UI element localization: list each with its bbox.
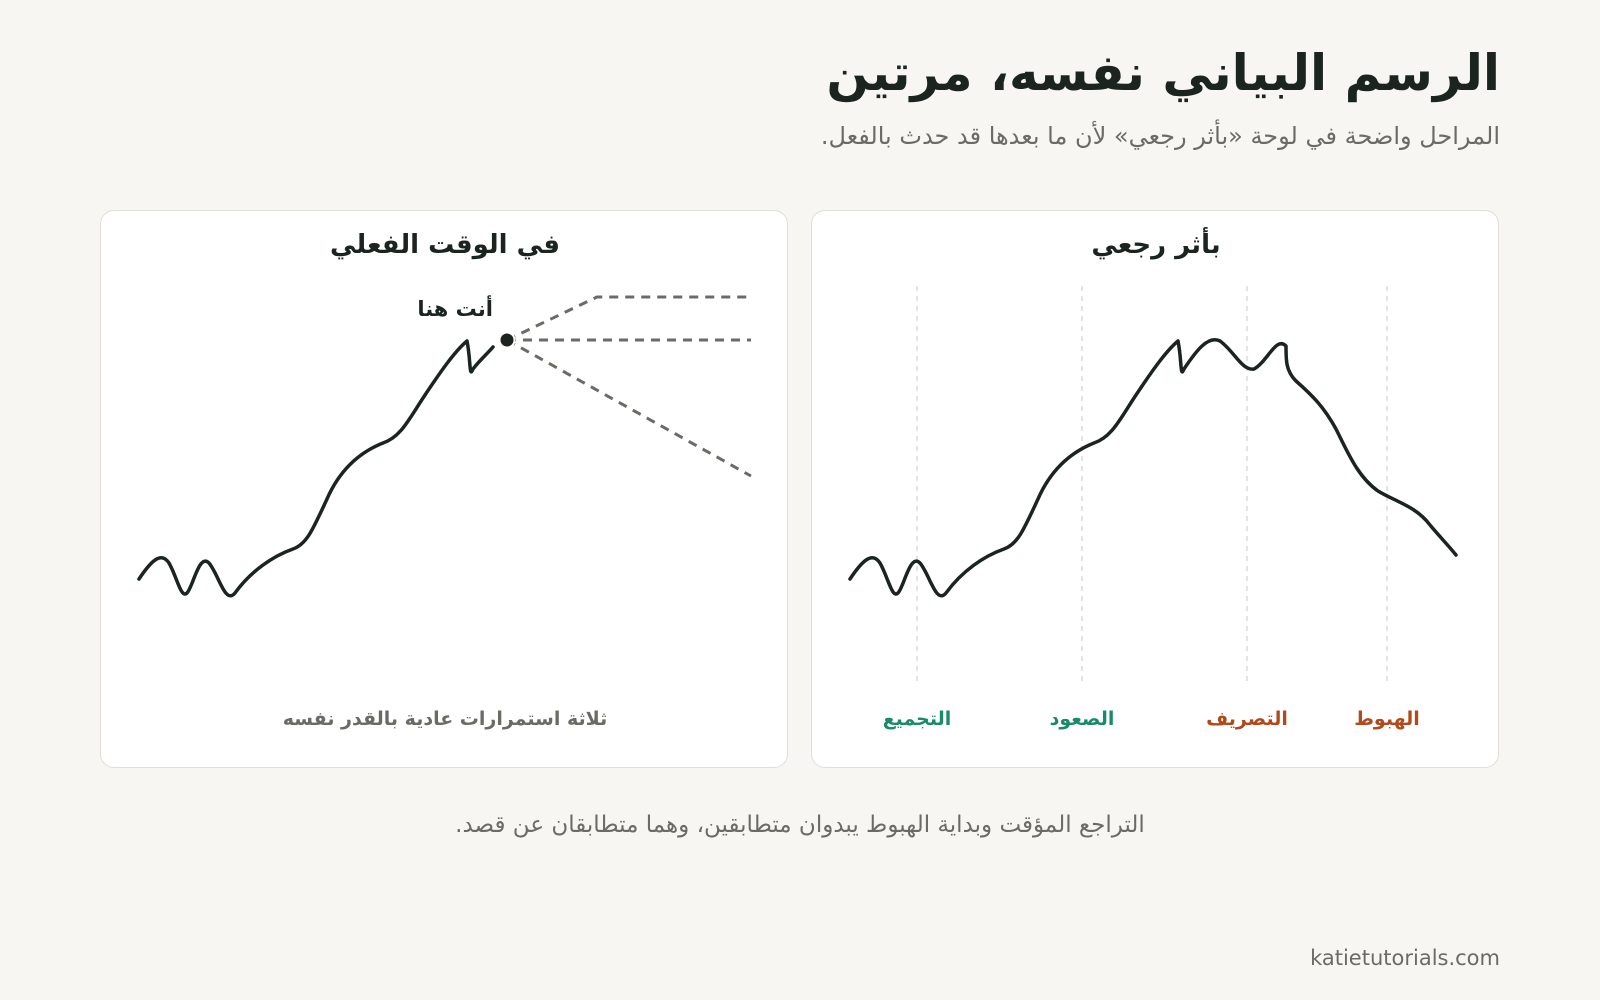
you-are-here-marker	[498, 331, 516, 349]
continuation-down-path	[506, 338, 752, 478]
hindsight-chart: بأثر رجعي التجميع الصعود التصريف الهبوط	[848, 227, 1458, 730]
realtime-caption: ثلاثة استمرارات عادية بالقدر نفسه	[283, 708, 607, 730]
hindsight-panel-title: بأثر رجعي	[1091, 227, 1220, 260]
continuation-up-path	[506, 295, 751, 342]
phase-label-distribution: التصريف	[1206, 708, 1288, 730]
footer-note: التراجع المؤقت وبداية الهبوط يبدوان متطا…	[455, 812, 1145, 838]
phase-label-accumulation: التجميع	[883, 708, 952, 730]
source-credit: katietutorials.com	[1310, 946, 1500, 970]
page-title: الرسم البياني نفسه، مرتين	[826, 44, 1500, 102]
hindsight-panel: بأثر رجعي التجميع الصعود التصريف الهبوط	[811, 210, 1499, 768]
realtime-panel: في الوقت الفعلي أنت هنا ثلاثة استمرارات …	[100, 210, 788, 768]
realtime-chart: في الوقت الفعلي أنت هنا ثلاثة استمرارات …	[137, 230, 752, 730]
realtime-panel-title: في الوقت الفعلي	[330, 230, 560, 260]
hindsight-price-line	[848, 338, 1458, 598]
phase-label-markdown: الهبوط	[1354, 708, 1420, 730]
realtime-price-line	[137, 339, 495, 598]
you-are-here-label: أنت هنا	[417, 294, 493, 321]
phase-label-markup: الصعود	[1050, 708, 1115, 730]
page-subtitle: المراحل واضحة في لوحة «بأثر رجعي» لأن ما…	[820, 122, 1500, 150]
